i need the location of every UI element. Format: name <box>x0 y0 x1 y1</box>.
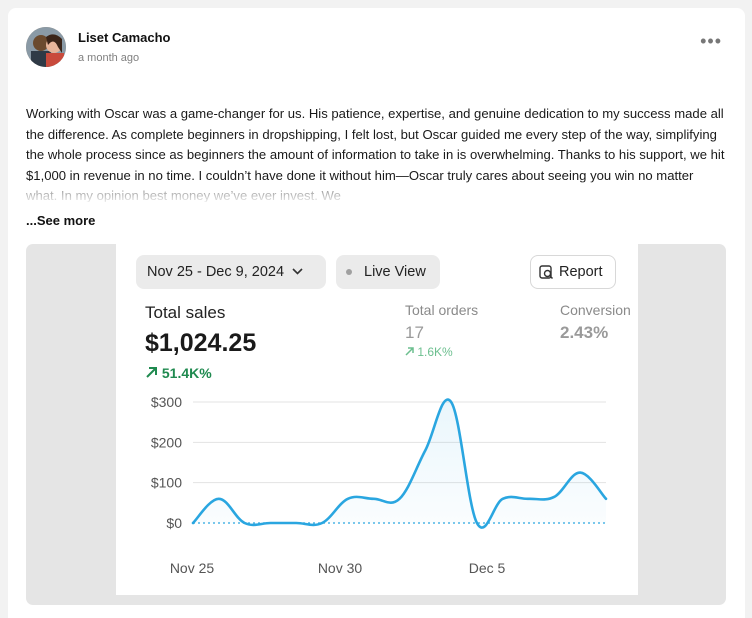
trend-up-arrow-icon <box>146 367 157 378</box>
see-more-link[interactable]: ...See more <box>26 213 96 228</box>
dashboard-screenshot: Nov 25 - Dec 9, 2024 Live View Report To… <box>116 244 638 595</box>
text-fade-overlay <box>26 182 728 202</box>
trend-up-arrow-icon <box>405 347 414 356</box>
post-text: Working with Oscar was a game-changer fo… <box>26 104 728 202</box>
y-tick-label: $300 <box>151 394 182 410</box>
date-range-label: Nov 25 - Dec 9, 2024 <box>147 264 285 280</box>
x-tick-label: Dec 5 <box>469 560 506 576</box>
x-tick-label: Nov 30 <box>318 560 363 576</box>
avatar[interactable] <box>26 27 66 67</box>
x-tick-label: Nov 25 <box>170 560 215 576</box>
more-horizontal-icon[interactable]: ••• <box>700 31 722 51</box>
avatar-photo <box>26 27 66 67</box>
total-sales-value: $1,024.25 <box>145 329 257 357</box>
y-tick-label: $200 <box>151 434 182 450</box>
series-line <box>191 398 608 529</box>
post-timestamp: a month ago <box>78 52 140 64</box>
report-label: Report <box>559 264 603 280</box>
author-name[interactable]: Liset Camacho <box>78 30 171 45</box>
report-button[interactable]: Report <box>530 255 616 289</box>
total-sales-label: Total sales <box>145 303 226 322</box>
live-status-dot-icon <box>346 269 352 275</box>
y-tick-label: $0 <box>166 515 182 531</box>
report-search-icon <box>539 264 554 279</box>
date-range-selector[interactable]: Nov 25 - Dec 9, 2024 <box>136 255 326 289</box>
sales-line-chart: $300 $200 $100 $0 Nov 25 Nov 30 Dec 5 <box>151 394 608 576</box>
live-view-button[interactable]: Live View <box>336 255 440 289</box>
conversion-value: 2.43% <box>560 323 609 342</box>
total-orders-value: 17 <box>405 323 424 342</box>
live-view-label: Live View <box>364 264 426 280</box>
total-sales-change: 51.4K% <box>145 365 212 381</box>
series-area <box>193 399 606 528</box>
total-orders-label: Total orders <box>405 302 479 318</box>
chevron-down-icon <box>292 266 303 278</box>
y-tick-label: $100 <box>151 475 182 491</box>
total-orders-change: 1.6K% <box>405 345 453 359</box>
total-orders-change-value: 1.6K% <box>417 345 453 359</box>
conversion-label: Conversion <box>560 302 631 318</box>
total-sales-change-value: 51.4K% <box>161 365 212 381</box>
